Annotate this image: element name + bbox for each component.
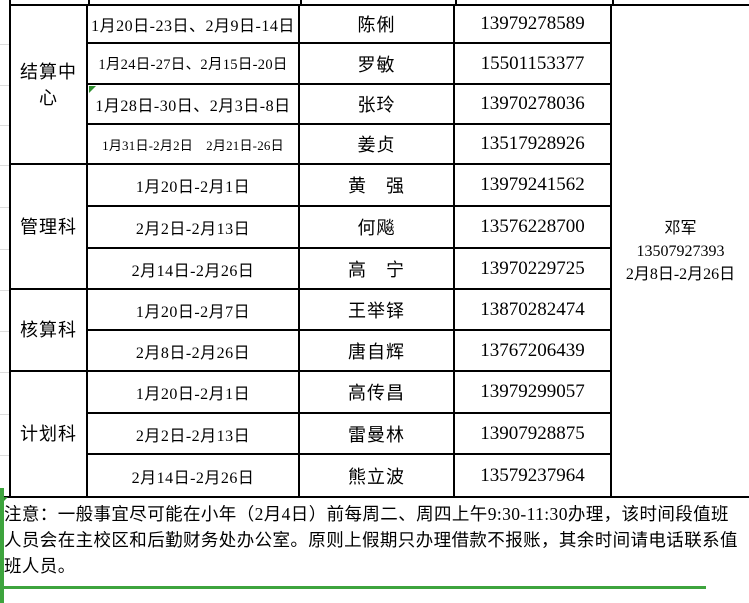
cell-phone[interactable]: 13579237964 (455, 455, 612, 496)
grid-tick (0, 44, 9, 45)
cell-oncall-contact[interactable]: 邓军 13507927393 2月8日-2月26日 (625, 219, 736, 283)
cell-name[interactable]: 罗敏 (300, 44, 455, 85)
cell-name[interactable]: 黄 强 (300, 165, 455, 207)
cell-department[interactable]: 计划科 (11, 372, 88, 496)
grid-line (300, 0, 302, 6)
cell-date[interactable]: 1月20日-23日、2月9日-14日 (88, 6, 300, 44)
grid-tick (0, 125, 9, 126)
cell-name[interactable]: 高 宁 (300, 249, 455, 290)
cell-name[interactable]: 唐自辉 (300, 331, 455, 372)
cell-name[interactable]: 熊立波 (300, 455, 455, 496)
cell-date[interactable]: 1月20日-2月1日 (88, 372, 300, 414)
schedule-table: 结算中 心 管理科 核算科 计划科 1月20日-23日、2月9日-14日 陈俐 … (9, 4, 749, 496)
cell-phone[interactable]: 13767206439 (455, 331, 612, 372)
cell-phone[interactable]: 13576228700 (455, 207, 612, 249)
cell-name[interactable]: 高传昌 (300, 372, 455, 414)
grid-tick (0, 85, 9, 86)
cell-date[interactable]: 2月2日-2月13日 (88, 207, 300, 249)
error-indicator-triangle (89, 86, 96, 93)
grid-tick (0, 290, 9, 291)
cell-phone[interactable]: 13979278589 (455, 6, 612, 44)
cell-department[interactable]: 核算科 (11, 290, 88, 372)
cell-name[interactable]: 姜贞 (300, 125, 455, 165)
cell-date[interactable]: 2月14日-2月26日 (88, 455, 300, 496)
cell-department[interactable]: 结算中 心 (11, 6, 88, 165)
cell-date[interactable]: 1月20日-2月1日 (88, 165, 300, 207)
page-break-horizontal-line (0, 586, 706, 589)
grid-tick (0, 165, 9, 166)
cell-phone[interactable]: 13979299057 (455, 372, 612, 414)
cell-phone[interactable]: 15501153377 (455, 44, 612, 85)
grid-tick (0, 414, 9, 415)
cell-phone[interactable]: 13979241562 (455, 165, 612, 207)
page-break-vertical-line (0, 488, 4, 603)
cell-date[interactable]: 1月20日-2月7日 (88, 290, 300, 331)
cell-date[interactable]: 2月2日-2月13日 (88, 414, 300, 455)
cell-phone[interactable]: 13517928926 (455, 125, 612, 165)
grid-line (9, 0, 11, 6)
cell-name[interactable]: 王举铎 (300, 290, 455, 331)
cell-name[interactable]: 何飚 (300, 207, 455, 249)
cell-phone[interactable]: 13970229725 (455, 249, 612, 290)
cell-name[interactable]: 张玲 (300, 85, 455, 125)
grid-tick (0, 372, 9, 373)
cell-phone[interactable]: 13907928875 (455, 414, 612, 455)
grid-tick (0, 331, 9, 332)
error-indicator-triangle (1, 497, 8, 504)
grid-line (455, 0, 457, 6)
cell-date[interactable]: 1月24日-27日、2月15日-20日 (88, 44, 300, 85)
cell-date[interactable]: 2月14日-2月26日 (88, 249, 300, 290)
table-bottom-border (0, 496, 749, 498)
grid-tick (0, 455, 9, 456)
cell-date[interactable]: 2月8日-2月26日 (88, 331, 300, 372)
cell-date[interactable]: 1月31日-2月2日 2月21日-26日 (88, 125, 300, 165)
cell-name[interactable]: 雷曼林 (300, 414, 455, 455)
grid-line (88, 0, 90, 6)
cell-name[interactable]: 陈俐 (300, 6, 455, 44)
grid-tick (0, 207, 9, 208)
cell-phone[interactable]: 13870282474 (455, 290, 612, 331)
cell-note[interactable]: 注意：一般事宜尽可能在小年（2月4日）前每周二、周四上午9:30-11:30办理… (4, 504, 738, 576)
grid-tick (0, 249, 9, 250)
cell-phone[interactable]: 13970278036 (455, 85, 612, 125)
grid-line (612, 0, 614, 6)
cell-date[interactable]: 1月28日-30日、2月3日-8日 (88, 85, 300, 125)
cell-department[interactable]: 管理科 (11, 165, 88, 290)
